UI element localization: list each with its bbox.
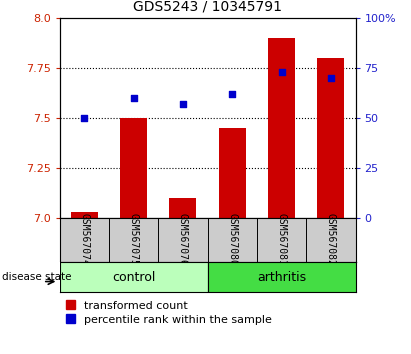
Point [229,91,236,97]
Text: GSM567080: GSM567080 [227,212,237,266]
Bar [268,38,295,218]
Text: disease state: disease state [2,272,72,282]
Bar [317,58,344,218]
Title: GDS5243 / 10345791: GDS5243 / 10345791 [133,0,282,14]
Point [278,69,285,75]
Text: GSM567076: GSM567076 [178,212,188,266]
Point [180,101,186,107]
Bar [219,128,246,218]
Text: control: control [112,270,155,284]
Point [81,115,88,121]
Text: GSM567081: GSM567081 [277,212,286,266]
Text: GSM567074: GSM567074 [79,212,89,266]
Bar [120,118,147,218]
Bar [71,212,98,218]
Point [130,95,137,101]
Bar [169,198,196,218]
Text: GSM567082: GSM567082 [326,212,336,266]
Text: GSM567075: GSM567075 [129,212,139,266]
Point [328,75,334,80]
Text: arthritis: arthritis [257,270,306,284]
Legend: transformed count, percentile rank within the sample: transformed count, percentile rank withi… [65,299,273,326]
